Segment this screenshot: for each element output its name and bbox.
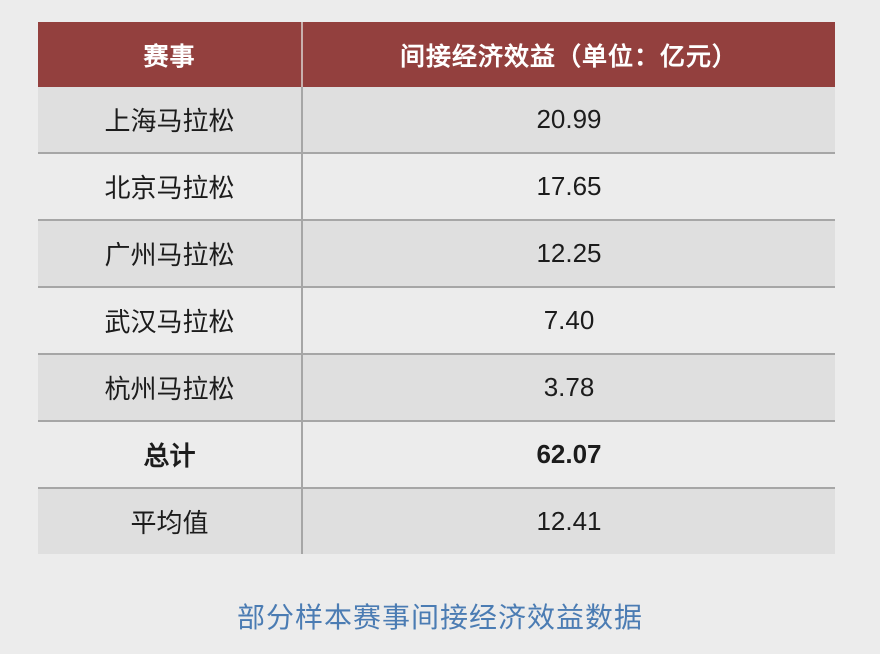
cell-event-name: 广州马拉松 — [38, 220, 303, 288]
cell-indirect-economic-benefit: 20.99 — [302, 87, 835, 154]
table-header: 赛事 间接经济效益（单位：亿元） — [38, 22, 835, 87]
cell-indirect-economic-benefit: 7.40 — [302, 287, 835, 355]
cell-event-name: 上海马拉松 — [38, 87, 303, 154]
economic-benefit-table: 赛事 间接经济效益（单位：亿元） 上海马拉松 20.99 北京马拉松 17.65 广州马… — [38, 22, 835, 554]
cell-event-name: 北京马拉松 — [38, 153, 303, 221]
cell-indirect-economic-benefit: 17.65 — [302, 153, 835, 221]
cell-event-name: 武汉马拉松 — [38, 287, 303, 355]
cell-indirect-economic-benefit: 3.78 — [302, 354, 835, 422]
cell-indirect-economic-benefit: 12.25 — [302, 220, 835, 288]
cell-indirect-economic-benefit: 62.07 — [302, 421, 835, 489]
cell-indirect-economic-benefit: 12.41 — [302, 488, 835, 554]
figure-caption: 部分样本赛事间接经济效益数据 — [236, 603, 643, 634]
table-row: 上海马拉松 20.99 — [38, 87, 835, 154]
column-header-indirect-economic-benefit: 间接经济效益（单位：亿元） — [302, 22, 835, 87]
table-row: 杭州马拉松 3.78 — [38, 354, 835, 422]
column-header-event: 赛事 — [38, 22, 303, 87]
table-row: 武汉马拉松 7.40 — [38, 287, 835, 355]
cell-event-name: 平均值 — [38, 488, 303, 554]
table-row: 总计 62.07 — [38, 421, 835, 489]
cell-event-name: 总计 — [38, 421, 303, 489]
table-row: 北京马拉松 17.65 — [38, 153, 835, 221]
table-row: 平均值 12.41 — [38, 488, 835, 554]
table-row: 广州马拉松 12.25 — [38, 220, 835, 288]
table-header-row: 赛事 间接经济效益（单位：亿元） — [38, 22, 835, 87]
table-body: 上海马拉松 20.99 北京马拉松 17.65 广州马拉松 12.25 武汉马拉松 7.40 杭… — [38, 87, 835, 554]
cell-event-name: 杭州马拉松 — [38, 354, 303, 422]
